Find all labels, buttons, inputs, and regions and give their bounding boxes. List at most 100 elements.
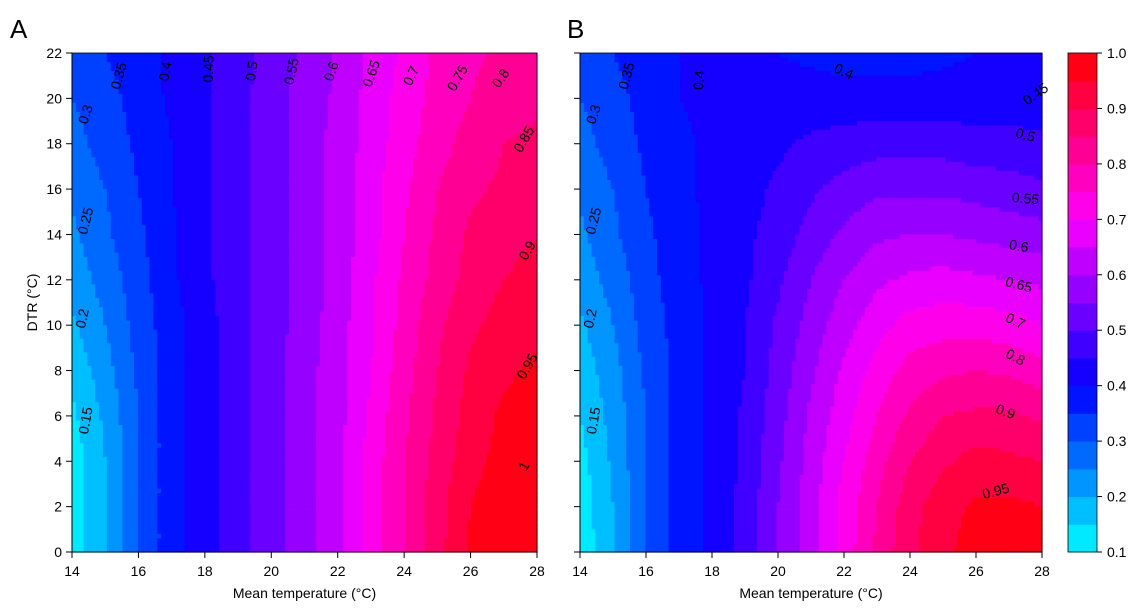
contour-cell <box>359 98 363 103</box>
contour-cell <box>192 207 196 212</box>
contour-cell <box>502 185 506 190</box>
contour-cell <box>359 107 363 112</box>
contour-cell <box>235 194 239 199</box>
contour-cell <box>308 148 312 153</box>
contour-cell <box>409 112 413 117</box>
contour-cell <box>339 144 343 149</box>
contour-cell <box>514 62 518 67</box>
contour-cell <box>134 76 138 81</box>
contour-cell <box>347 103 351 108</box>
contour-cell <box>150 139 154 144</box>
contour-cell <box>243 166 247 171</box>
contour-cell <box>394 221 398 226</box>
contour-cell <box>99 53 103 58</box>
contour-cell <box>196 130 200 135</box>
contour-cell <box>289 171 293 176</box>
contour-cell <box>153 58 157 63</box>
contour-cell <box>413 139 417 144</box>
contour-cell <box>475 148 479 153</box>
contour-cell <box>413 153 417 158</box>
contour-cell <box>297 126 301 131</box>
contour-cell <box>518 175 522 180</box>
contour-cell <box>208 126 212 131</box>
contour-cell <box>491 139 495 144</box>
contour-cell <box>471 234 475 239</box>
contour-cell <box>467 180 471 185</box>
contour-cell <box>475 112 479 117</box>
contour-cell <box>506 126 510 131</box>
contour-cell <box>126 166 130 171</box>
contour-cell <box>212 230 216 235</box>
contour-cell <box>471 207 475 212</box>
contour-cell <box>177 98 181 103</box>
contour-cell <box>432 166 436 171</box>
contour-cell <box>231 76 235 81</box>
contour-cell <box>122 94 126 99</box>
contour-cell <box>324 225 328 230</box>
contour-cell <box>363 153 367 158</box>
contour-cell <box>343 189 347 194</box>
contour-cell <box>359 112 363 117</box>
contour-cell <box>254 98 258 103</box>
contour-cell <box>378 221 382 226</box>
contour-cell <box>421 139 425 144</box>
contour-cell <box>339 171 343 176</box>
contour-cell <box>390 103 394 108</box>
contour-cell <box>153 221 157 226</box>
contour-cell <box>429 203 433 208</box>
contour-cell <box>522 76 526 81</box>
contour-cell <box>181 89 185 94</box>
contour-cell <box>332 207 336 212</box>
contour-cell <box>316 198 320 203</box>
contour-cell <box>312 230 316 235</box>
contour-cell <box>452 157 456 162</box>
contour-cell <box>150 62 154 67</box>
contour-cell <box>390 94 394 99</box>
contour-cell <box>370 121 374 126</box>
contour-cell <box>157 230 161 235</box>
contour-cell <box>173 71 177 76</box>
contour-cell <box>134 162 138 167</box>
contour-cell <box>320 216 324 221</box>
contour-cell <box>336 126 340 131</box>
contour-cell <box>258 117 262 122</box>
contour-cell <box>223 144 227 149</box>
contour-cell <box>386 185 390 190</box>
contour-cell <box>475 175 479 180</box>
contour-cell <box>297 98 301 103</box>
contour-cell <box>107 112 111 117</box>
contour-cell <box>208 203 212 208</box>
contour-cell <box>277 67 281 72</box>
contour-cell <box>231 103 235 108</box>
contour-cell <box>332 225 336 230</box>
contour-cell <box>76 126 80 131</box>
contour-cell <box>440 212 444 217</box>
contour-cell <box>467 225 471 230</box>
contour-cell <box>165 53 169 58</box>
contour-cell <box>227 130 231 135</box>
contour-cell <box>146 207 150 212</box>
contour-cell <box>440 117 444 122</box>
contour-cell <box>134 175 138 180</box>
contour-cell <box>502 58 506 63</box>
contour-cell <box>285 121 289 126</box>
contour-cell <box>130 80 134 85</box>
contour-cell <box>76 185 80 190</box>
contour-cell <box>305 94 309 99</box>
contour-cell <box>107 175 111 180</box>
contour-cell <box>448 98 452 103</box>
contour-cell <box>281 139 285 144</box>
contour-cell <box>181 121 185 126</box>
contour-cell <box>200 94 204 99</box>
contour-cell <box>243 117 247 122</box>
contour-cell <box>525 162 529 167</box>
contour-cell <box>103 198 107 203</box>
contour-cell <box>99 166 103 171</box>
contour-cell <box>196 203 200 208</box>
contour-cell <box>219 175 223 180</box>
contour-cell <box>514 58 518 63</box>
contour-cell <box>339 180 343 185</box>
contour-cell <box>153 234 157 239</box>
contour-cell <box>343 107 347 112</box>
contour-cell <box>165 175 169 180</box>
